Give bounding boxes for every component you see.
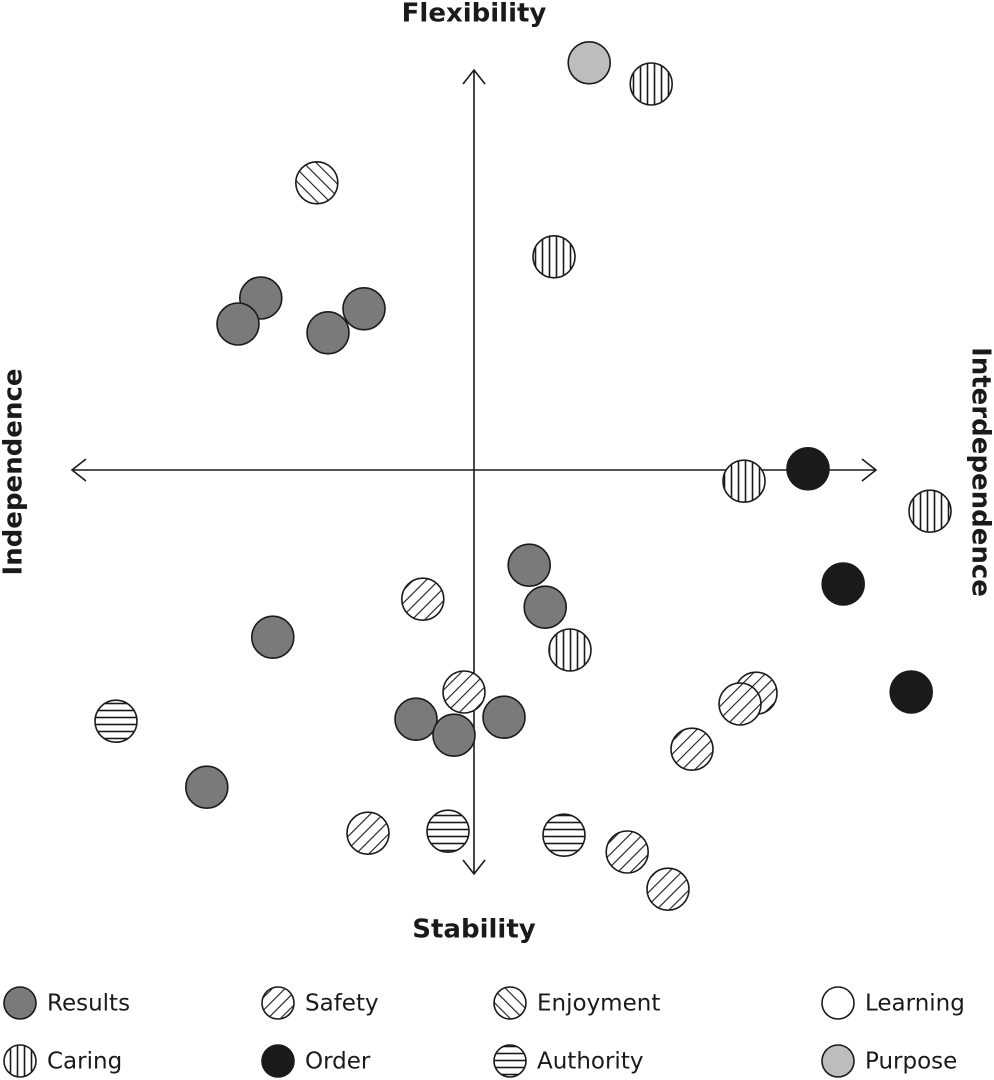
legend-marker	[261, 1044, 295, 1078]
point	[342, 286, 386, 331]
point	[426, 809, 470, 854]
legend-label: Results	[47, 991, 130, 1017]
point	[482, 695, 526, 740]
point	[442, 670, 486, 714]
arrow	[462, 68, 486, 85]
arrow	[70, 458, 87, 482]
axis-label: Independence	[0, 369, 29, 576]
point	[185, 765, 229, 810]
legend-label: Learning	[865, 991, 965, 1017]
axis-label: Stability	[412, 915, 535, 945]
point	[216, 302, 260, 346]
point	[294, 161, 339, 205]
point	[400, 577, 445, 622]
point	[889, 670, 934, 714]
point	[548, 628, 592, 672]
point	[532, 234, 576, 279]
legend-marker	[821, 1044, 855, 1078]
point	[250, 615, 295, 660]
legend-marker	[3, 1044, 37, 1078]
point	[646, 867, 690, 912]
point	[605, 830, 650, 874]
point	[306, 310, 350, 355]
axis-label: Interdependence	[966, 347, 994, 597]
legend-label: Order	[305, 1049, 371, 1075]
arrow	[462, 859, 486, 876]
legend-label: Caring	[47, 1049, 122, 1075]
legend-marker	[3, 986, 37, 1020]
point	[567, 40, 612, 85]
legend-marker	[493, 1044, 527, 1078]
point	[542, 813, 586, 858]
point	[94, 699, 138, 744]
point	[394, 697, 438, 742]
point	[507, 543, 552, 588]
point	[432, 713, 476, 758]
arrow	[861, 458, 878, 482]
legend-label: Purpose	[865, 1049, 957, 1075]
point	[629, 62, 674, 106]
legend-marker	[821, 986, 855, 1020]
legend-label: Safety	[305, 991, 379, 1017]
point	[718, 682, 762, 726]
axis-label: Flexibility	[402, 0, 547, 29]
point	[786, 446, 830, 491]
point	[670, 727, 714, 772]
point	[908, 489, 952, 534]
legend-marker	[261, 986, 295, 1020]
legend-marker	[493, 986, 527, 1020]
point	[821, 562, 866, 606]
point	[722, 459, 766, 504]
legend-label: Authority	[537, 1049, 643, 1075]
point	[346, 811, 390, 856]
legend-label: Enjoyment	[537, 991, 660, 1017]
point	[523, 585, 568, 630]
